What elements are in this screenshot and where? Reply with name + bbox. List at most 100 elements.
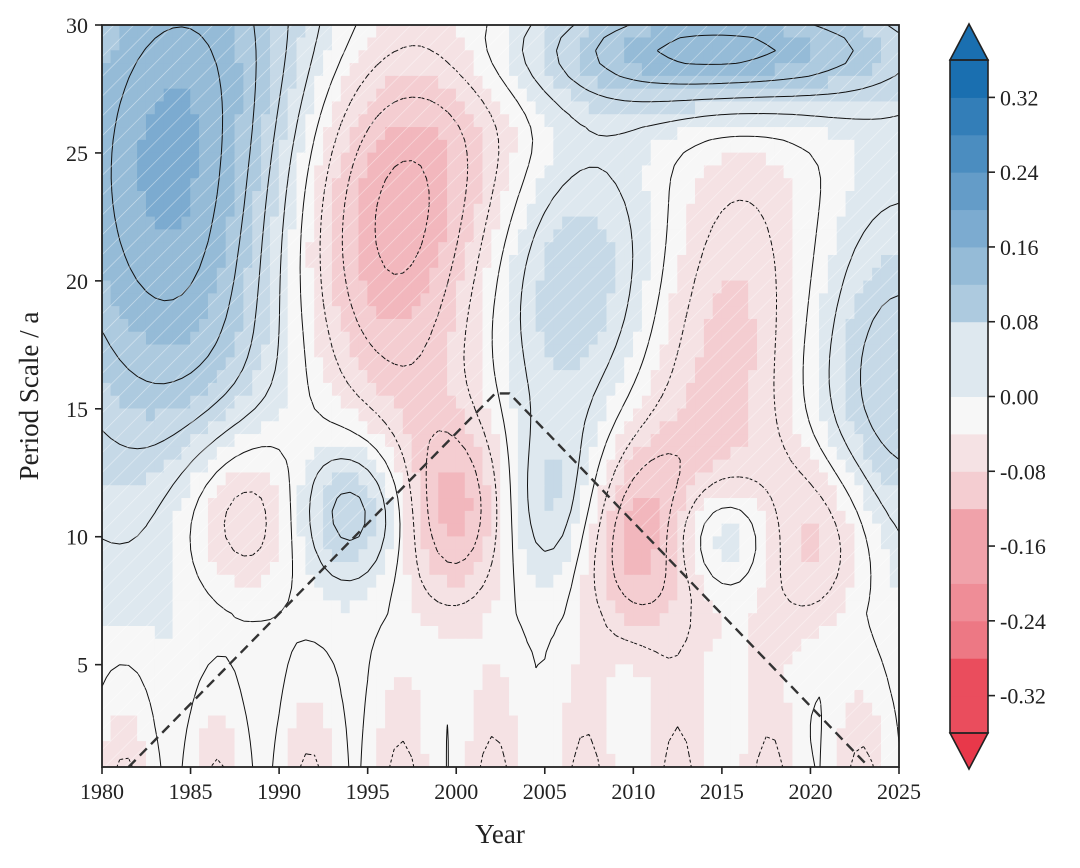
heatmap-cell	[553, 523, 563, 538]
heatmap-cell	[668, 587, 678, 601]
heatmap-cell	[597, 574, 608, 589]
heatmap-cell	[402, 613, 413, 627]
heatmap-cell	[323, 677, 333, 691]
heatmap-cell	[287, 664, 298, 678]
heatmap-cell	[234, 664, 244, 678]
heatmap-cell	[588, 600, 599, 614]
heatmap-cell	[349, 574, 360, 589]
heatmap-cell	[323, 702, 333, 717]
heatmap-cell	[659, 625, 670, 640]
heatmap-cell	[500, 459, 510, 474]
heatmap-cell	[269, 651, 280, 665]
heatmap-cell	[429, 485, 439, 499]
heatmap-cell	[455, 510, 466, 525]
heatmap-cell	[544, 587, 554, 601]
heatmap-cell	[553, 638, 563, 653]
heatmap-cell	[358, 677, 368, 691]
heatmap-cell	[526, 574, 537, 589]
heatmap-cell	[650, 574, 661, 589]
heatmap-cell	[526, 689, 537, 704]
heatmap-cell	[509, 651, 519, 665]
heatmap-cell	[411, 587, 422, 601]
heatmap-cell	[571, 510, 581, 525]
heatmap-cell	[597, 664, 608, 678]
heatmap-cell	[641, 715, 652, 729]
heatmap-cell	[429, 549, 439, 563]
heatmap-cell	[748, 715, 758, 729]
heatmap-cell	[544, 536, 554, 550]
heatmap-cell	[455, 574, 466, 589]
heatmap-cell	[686, 689, 696, 704]
heatmap-cell	[659, 600, 670, 614]
heatmap-cell	[216, 728, 227, 742]
heatmap-cell	[491, 625, 501, 640]
heatmap-cell	[402, 715, 413, 729]
heatmap-cell	[358, 651, 368, 665]
heatmap-cell	[376, 600, 386, 614]
heatmap-cell	[429, 510, 439, 525]
heatmap-cell	[526, 562, 537, 576]
heatmap-cell	[358, 549, 368, 563]
heatmap-cell	[252, 638, 262, 653]
heatmap-cell	[562, 677, 572, 691]
heatmap-cell	[314, 587, 324, 601]
heatmap-cell	[385, 523, 395, 538]
heatmap-cell	[677, 715, 687, 729]
heatmap-cell	[447, 459, 457, 474]
heatmap-cell	[385, 562, 395, 576]
heatmap-cell	[721, 664, 732, 678]
heatmap-cell	[624, 549, 634, 563]
heatmap-cell	[526, 434, 537, 448]
heatmap-cell	[668, 677, 678, 691]
heatmap-cell	[402, 485, 413, 499]
heatmap-cell	[393, 613, 404, 627]
heatmap-cell	[695, 677, 705, 691]
heatmap-cell	[331, 702, 342, 717]
heatmap-cell	[482, 689, 492, 704]
heatmap-cell	[491, 562, 501, 576]
heatmap-cell	[703, 651, 714, 665]
heatmap-cell	[243, 702, 253, 717]
heatmap-cell	[261, 715, 271, 729]
heatmap-cell	[783, 689, 794, 704]
heatmap-cell	[686, 664, 696, 678]
heatmap-cell	[411, 677, 422, 691]
heatmap-cell	[615, 715, 625, 729]
heatmap-cell	[517, 472, 528, 486]
heatmap-cell	[287, 689, 298, 704]
heatmap-cell	[358, 625, 368, 640]
heatmap-cell	[659, 689, 670, 704]
heatmap-cell	[500, 536, 510, 550]
heatmap-cell	[562, 485, 572, 499]
heatmap-cell	[438, 510, 448, 525]
heatmap-cell	[234, 728, 244, 742]
heatmap-cell	[491, 434, 501, 448]
heatmap-cell	[420, 702, 430, 717]
heatmap-cell	[305, 638, 315, 653]
heatmap-cell	[571, 689, 581, 704]
heatmap-cell	[774, 715, 785, 729]
heatmap-cell	[571, 587, 581, 601]
heatmap-cell	[606, 625, 616, 640]
heatmap-cell	[535, 446, 546, 461]
heatmap-cell	[482, 728, 492, 742]
heatmap-cell	[305, 677, 315, 691]
heatmap-cell	[526, 613, 537, 627]
heatmap-cell	[305, 600, 315, 614]
heatmap-cell	[385, 638, 395, 653]
heatmap-cell	[588, 510, 599, 525]
heatmap-cell	[562, 638, 572, 653]
heatmap-cell	[491, 574, 501, 589]
heatmap-cell	[650, 613, 661, 627]
heatmap-cell	[473, 498, 484, 512]
heatmap-cell	[562, 498, 572, 512]
heatmap-cell	[269, 664, 280, 678]
heatmap-cell	[668, 600, 678, 614]
heatmap-cell	[730, 651, 740, 665]
heatmap-cell	[500, 434, 510, 448]
heatmap-cell	[340, 625, 351, 640]
heatmap-cell	[420, 677, 430, 691]
heatmap-cell	[278, 664, 289, 678]
heatmap-cell	[358, 613, 368, 627]
heatmap-cell	[739, 715, 749, 729]
